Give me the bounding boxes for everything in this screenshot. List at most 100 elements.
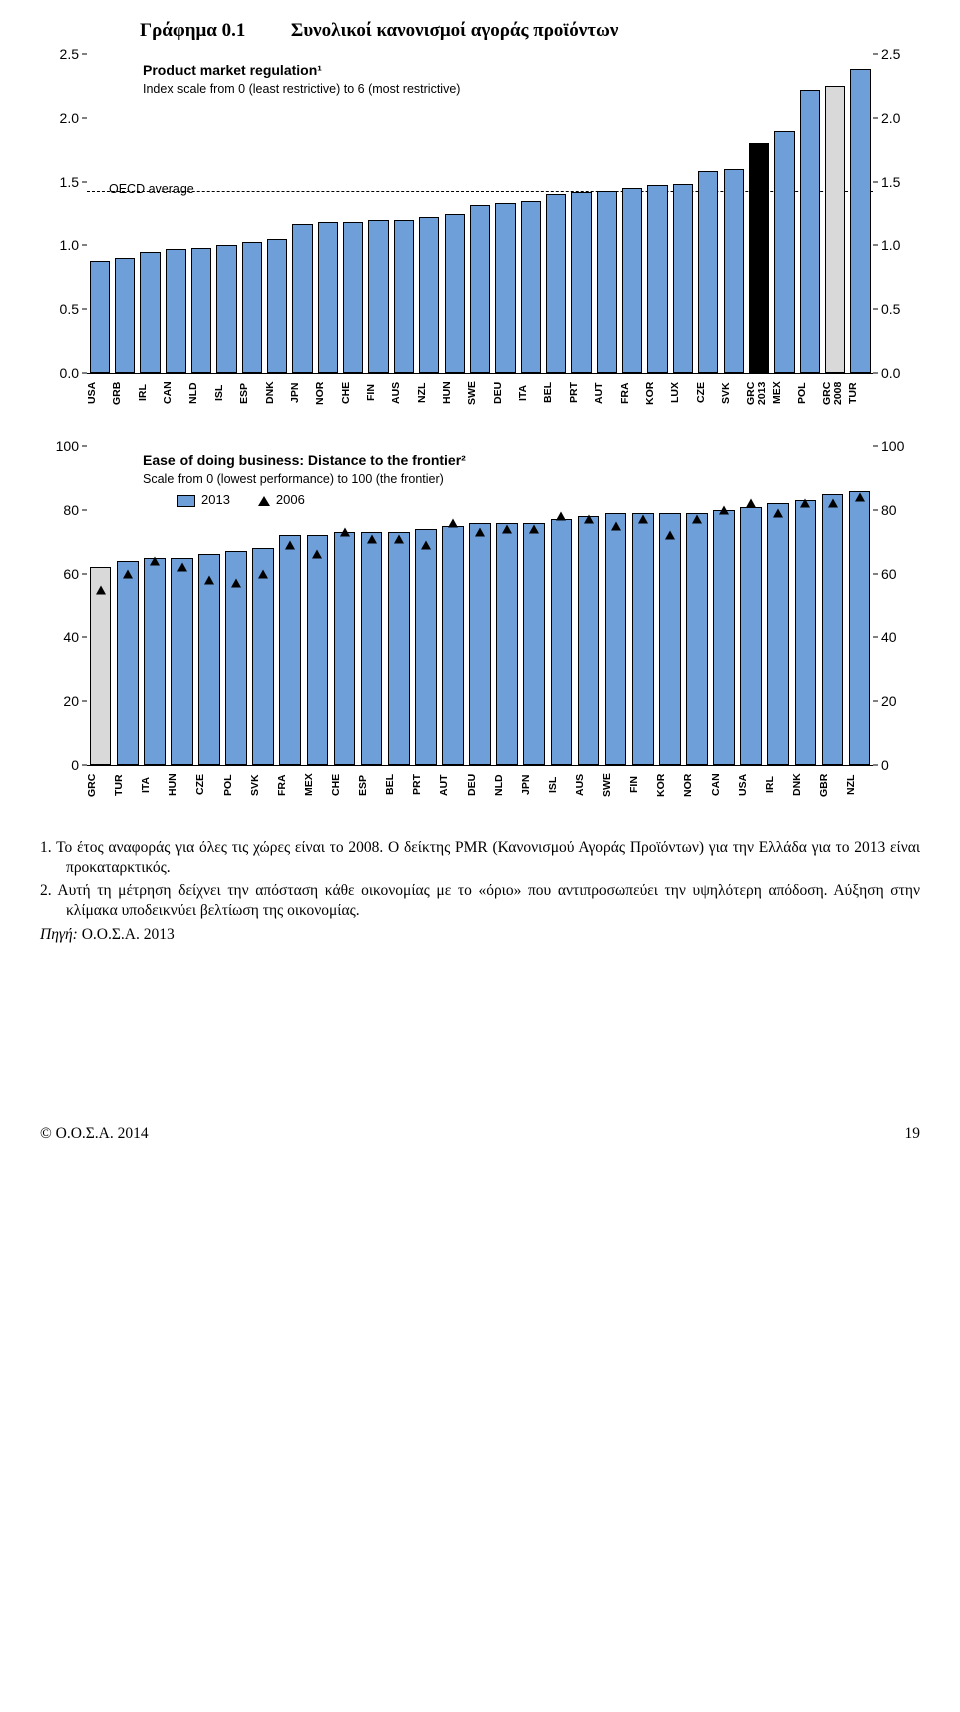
bar-slot [239, 54, 264, 373]
bar [307, 535, 329, 765]
ytick-label: 1.0 [875, 238, 915, 252]
bar [334, 532, 356, 765]
x-category-label: BEL [385, 766, 412, 808]
marker-triangle-icon [475, 528, 485, 537]
bar-slot [341, 54, 366, 373]
bar [622, 188, 642, 373]
marker-triangle-icon [421, 540, 431, 549]
ytick-label: 0.0 [45, 366, 85, 380]
bar [115, 258, 135, 373]
ytick-label: 2.5 [875, 47, 915, 61]
marker-triangle-icon [638, 515, 648, 524]
marker-triangle-icon [340, 528, 350, 537]
x-category-label: POL [797, 374, 822, 416]
bar [749, 143, 769, 373]
bar-slot [87, 54, 112, 373]
bar-slot [214, 54, 239, 373]
bar-slot [366, 54, 391, 373]
marker-triangle-icon [828, 499, 838, 508]
bar [470, 205, 490, 373]
chart1-plot-area: 0.00.51.01.52.02.5 0.00.51.01.52.02.5 Pr… [87, 54, 873, 374]
marker-triangle-icon [231, 579, 241, 588]
bar [597, 191, 617, 373]
figure-title-text: Συνολικοί κανονισμοί αγοράς προϊόντων [291, 20, 618, 41]
x-category-label: NOR [315, 374, 340, 416]
bar [318, 222, 338, 373]
bar-slot [265, 54, 290, 373]
bar-slot [670, 54, 695, 373]
bar [713, 510, 735, 765]
bar [800, 90, 820, 373]
x-category-label: ISL [214, 374, 239, 416]
ytick-label: 1.5 [45, 175, 85, 189]
x-category-label: ESP [358, 766, 385, 808]
x-category-label: SVK [721, 374, 746, 416]
bar [469, 523, 491, 765]
marker-triangle-icon [285, 540, 295, 549]
bar-slot [846, 446, 873, 765]
bar-slot [141, 446, 168, 765]
chart2-xaxis: GRCTURITAHUNCZEPOLSVKFRAMEXCHEESPBELPRTA… [87, 766, 873, 808]
ytick-label: 100 [875, 439, 915, 453]
bar-slot [797, 54, 822, 373]
marker-triangle-icon [177, 563, 187, 572]
marker-triangle-icon [150, 556, 160, 565]
x-category-label: AUT [439, 766, 466, 808]
bar-slot [848, 54, 873, 373]
marker-triangle-icon [502, 524, 512, 533]
bar-slot [467, 54, 492, 373]
bar [166, 249, 186, 373]
bar-slot [543, 54, 568, 373]
bar-slot [711, 446, 738, 765]
bar-slot [114, 446, 141, 765]
x-category-label: NLD [188, 374, 213, 416]
x-category-label: BEL [543, 374, 568, 416]
x-category-label: LUX [670, 374, 695, 416]
bar-slot [494, 446, 521, 765]
x-category-label: JPN [290, 374, 315, 416]
chart1-bars [87, 54, 873, 373]
marker-triangle-icon [746, 499, 756, 508]
bar [546, 194, 566, 373]
x-category-label: GRC 2008 [822, 374, 847, 416]
bar [850, 69, 870, 373]
marker-triangle-icon [719, 505, 729, 514]
bar [774, 131, 794, 373]
x-category-label: FIN [629, 766, 656, 808]
bar-slot [683, 446, 710, 765]
bar [767, 503, 789, 765]
ytick-label: 80 [875, 503, 915, 517]
bar-slot [412, 446, 439, 765]
ytick-label: 0.5 [875, 302, 915, 316]
bar-slot [290, 54, 315, 373]
x-category-label: SVK [250, 766, 277, 808]
marker-triangle-icon [855, 493, 865, 502]
bar [822, 494, 844, 765]
marker-triangle-icon [367, 534, 377, 543]
x-category-label: ISL [548, 766, 575, 808]
ytick-label: 60 [875, 567, 915, 581]
bar-slot [696, 54, 721, 373]
x-category-label: FIN [366, 374, 391, 416]
bar-slot [629, 446, 656, 765]
x-category-label: DEU [467, 766, 494, 808]
x-category-label: CAN [163, 374, 188, 416]
ytick-label: 1.0 [45, 238, 85, 252]
bar-slot [391, 54, 416, 373]
ytick-label: 20 [45, 694, 85, 708]
bar-slot [765, 446, 792, 765]
ytick-label: 40 [45, 630, 85, 644]
bar [368, 220, 388, 373]
x-category-label: USA [738, 766, 765, 808]
bar-slot [738, 446, 765, 765]
bar [523, 523, 545, 765]
x-category-label: KOR [656, 766, 683, 808]
bar [242, 242, 262, 373]
x-category-label: NZL [846, 766, 873, 808]
bar-slot [163, 54, 188, 373]
figure-label: Γράφημα 0.1 [140, 20, 245, 41]
source-label: Πηγή: [40, 926, 78, 943]
bar [267, 239, 287, 373]
x-category-label: MEX [772, 374, 797, 416]
x-category-label: CHE [341, 374, 366, 416]
